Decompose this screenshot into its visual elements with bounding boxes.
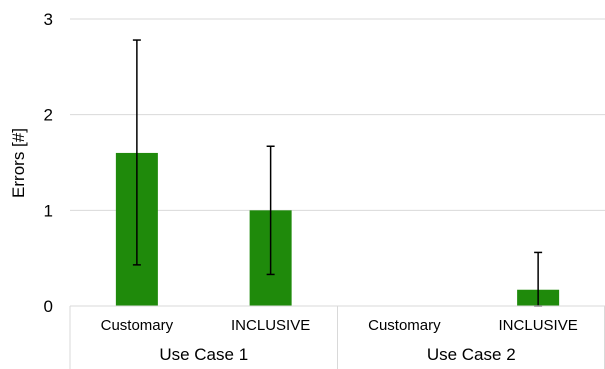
error-bar [266, 145, 275, 276]
x-category-label: Customary [101, 317, 174, 334]
y-tick-label: 1 [44, 201, 53, 220]
error-bars [132, 39, 543, 307]
y-tick-label: 0 [44, 297, 53, 316]
x-group-label: Use Case 1 [159, 345, 248, 364]
y-axis-label: Errors [#] [9, 128, 28, 198]
y-axis-ticks: 0 1 2 3 [44, 10, 53, 316]
x-group-label: Use Case 2 [427, 345, 516, 364]
x-category-label: Customary [368, 317, 441, 334]
x-category-label: INCLUSIVE [499, 317, 578, 334]
y-tick-label: 3 [44, 10, 53, 29]
error-bar [132, 39, 141, 266]
bars [115, 152, 560, 306]
y-tick-label: 2 [44, 106, 53, 125]
x-axis: Customary INCLUSIVE Customary INCLUSIVE Use … [69, 305, 605, 369]
x-category-label: INCLUSIVE [231, 317, 310, 334]
